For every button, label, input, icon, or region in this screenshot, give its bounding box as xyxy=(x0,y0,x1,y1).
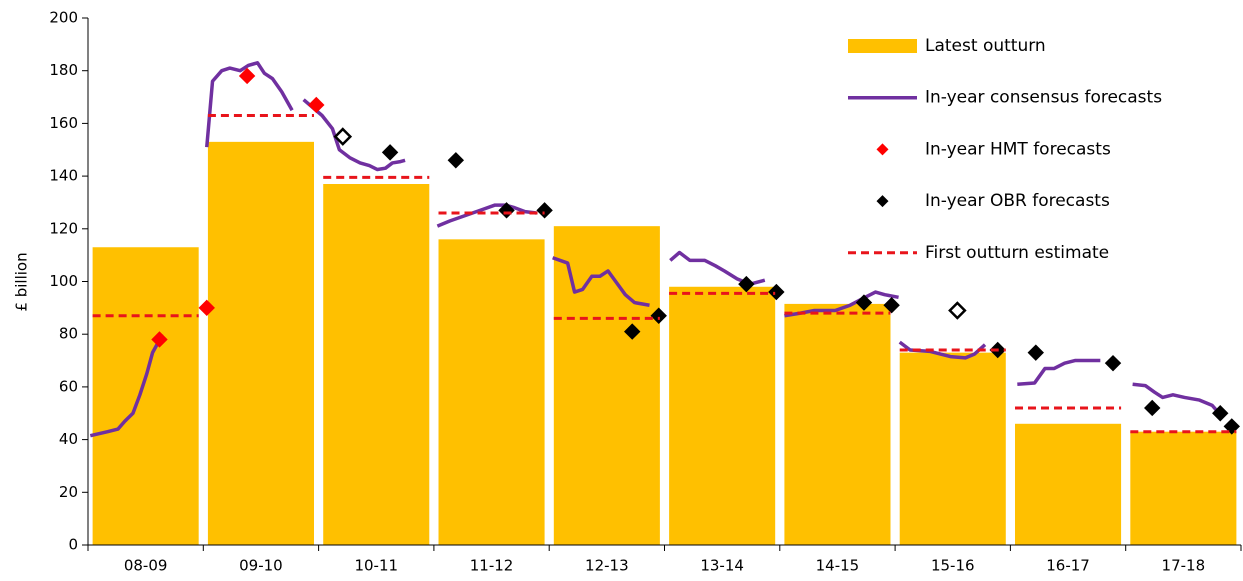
y-tick-label: 100 xyxy=(49,272,78,290)
x-tick-label: 08-09 xyxy=(124,557,168,575)
x-tick-label: 12-13 xyxy=(585,557,629,575)
y-tick-label: 40 xyxy=(59,430,78,448)
forecast-point xyxy=(333,127,353,146)
y-tick-label: 80 xyxy=(59,325,78,343)
x-tick-label: 11-12 xyxy=(470,557,514,575)
bar xyxy=(1015,423,1122,545)
x-tick-label: 17-18 xyxy=(1162,557,1206,575)
bar xyxy=(899,352,1006,545)
forecast-point xyxy=(151,331,168,348)
y-tick-label: 200 xyxy=(49,9,78,27)
forecast-point xyxy=(238,67,256,85)
forecast-point xyxy=(1223,418,1240,435)
forecast-point xyxy=(650,307,667,324)
forecast-point xyxy=(447,152,465,169)
bar xyxy=(669,286,776,545)
x-tick-label: 14-15 xyxy=(816,557,860,575)
bar xyxy=(92,247,199,545)
forecast-point xyxy=(1144,399,1161,417)
forecast-point xyxy=(308,96,325,114)
consensus-line xyxy=(89,61,1223,438)
y-tick-label: 120 xyxy=(49,219,78,237)
legend-label: Latest outturn xyxy=(925,36,1046,56)
bar xyxy=(323,184,430,545)
bar xyxy=(438,239,545,545)
bar xyxy=(784,303,891,545)
forecast-point xyxy=(768,283,785,301)
forecast-point xyxy=(536,202,553,219)
forecast-point xyxy=(883,297,900,314)
y-axis-label: £ billion xyxy=(13,252,31,311)
forecast-point xyxy=(198,299,215,317)
forecast-point xyxy=(738,275,755,293)
forecast-point xyxy=(1104,354,1122,372)
x-tick-label: 13-14 xyxy=(700,557,744,575)
forecast-point xyxy=(855,294,873,311)
x-tick-label: 15-16 xyxy=(931,557,975,575)
y-tick-label: 60 xyxy=(59,377,78,395)
y-tick-label: 0 xyxy=(68,536,78,554)
y-tick-label: 180 xyxy=(49,61,78,79)
legend-label: In-year HMT forecasts xyxy=(925,139,1111,159)
x-tick-label: 09-10 xyxy=(239,557,283,575)
y-tick-label: 140 xyxy=(49,167,78,185)
legend-swatch xyxy=(876,143,889,156)
legend-swatch xyxy=(848,39,917,53)
bar xyxy=(1130,431,1237,545)
forecast-point xyxy=(948,301,967,320)
y-tick-label: 20 xyxy=(59,483,78,501)
bar xyxy=(207,141,314,545)
legend-label: In-year OBR forecasts xyxy=(925,191,1110,211)
y-tick-label: 160 xyxy=(49,114,78,132)
x-tick-label: 16-17 xyxy=(1046,557,1090,575)
legend-label: First outturn estimate xyxy=(925,243,1109,263)
forecast-point xyxy=(1027,344,1044,361)
legend-swatch xyxy=(876,195,889,208)
forecast-point xyxy=(624,323,641,340)
legend-label: In-year consensus forecasts xyxy=(925,88,1162,108)
forecast-point xyxy=(381,144,399,161)
x-tick-label: 10-11 xyxy=(354,557,398,575)
forecast-point xyxy=(1212,405,1229,422)
